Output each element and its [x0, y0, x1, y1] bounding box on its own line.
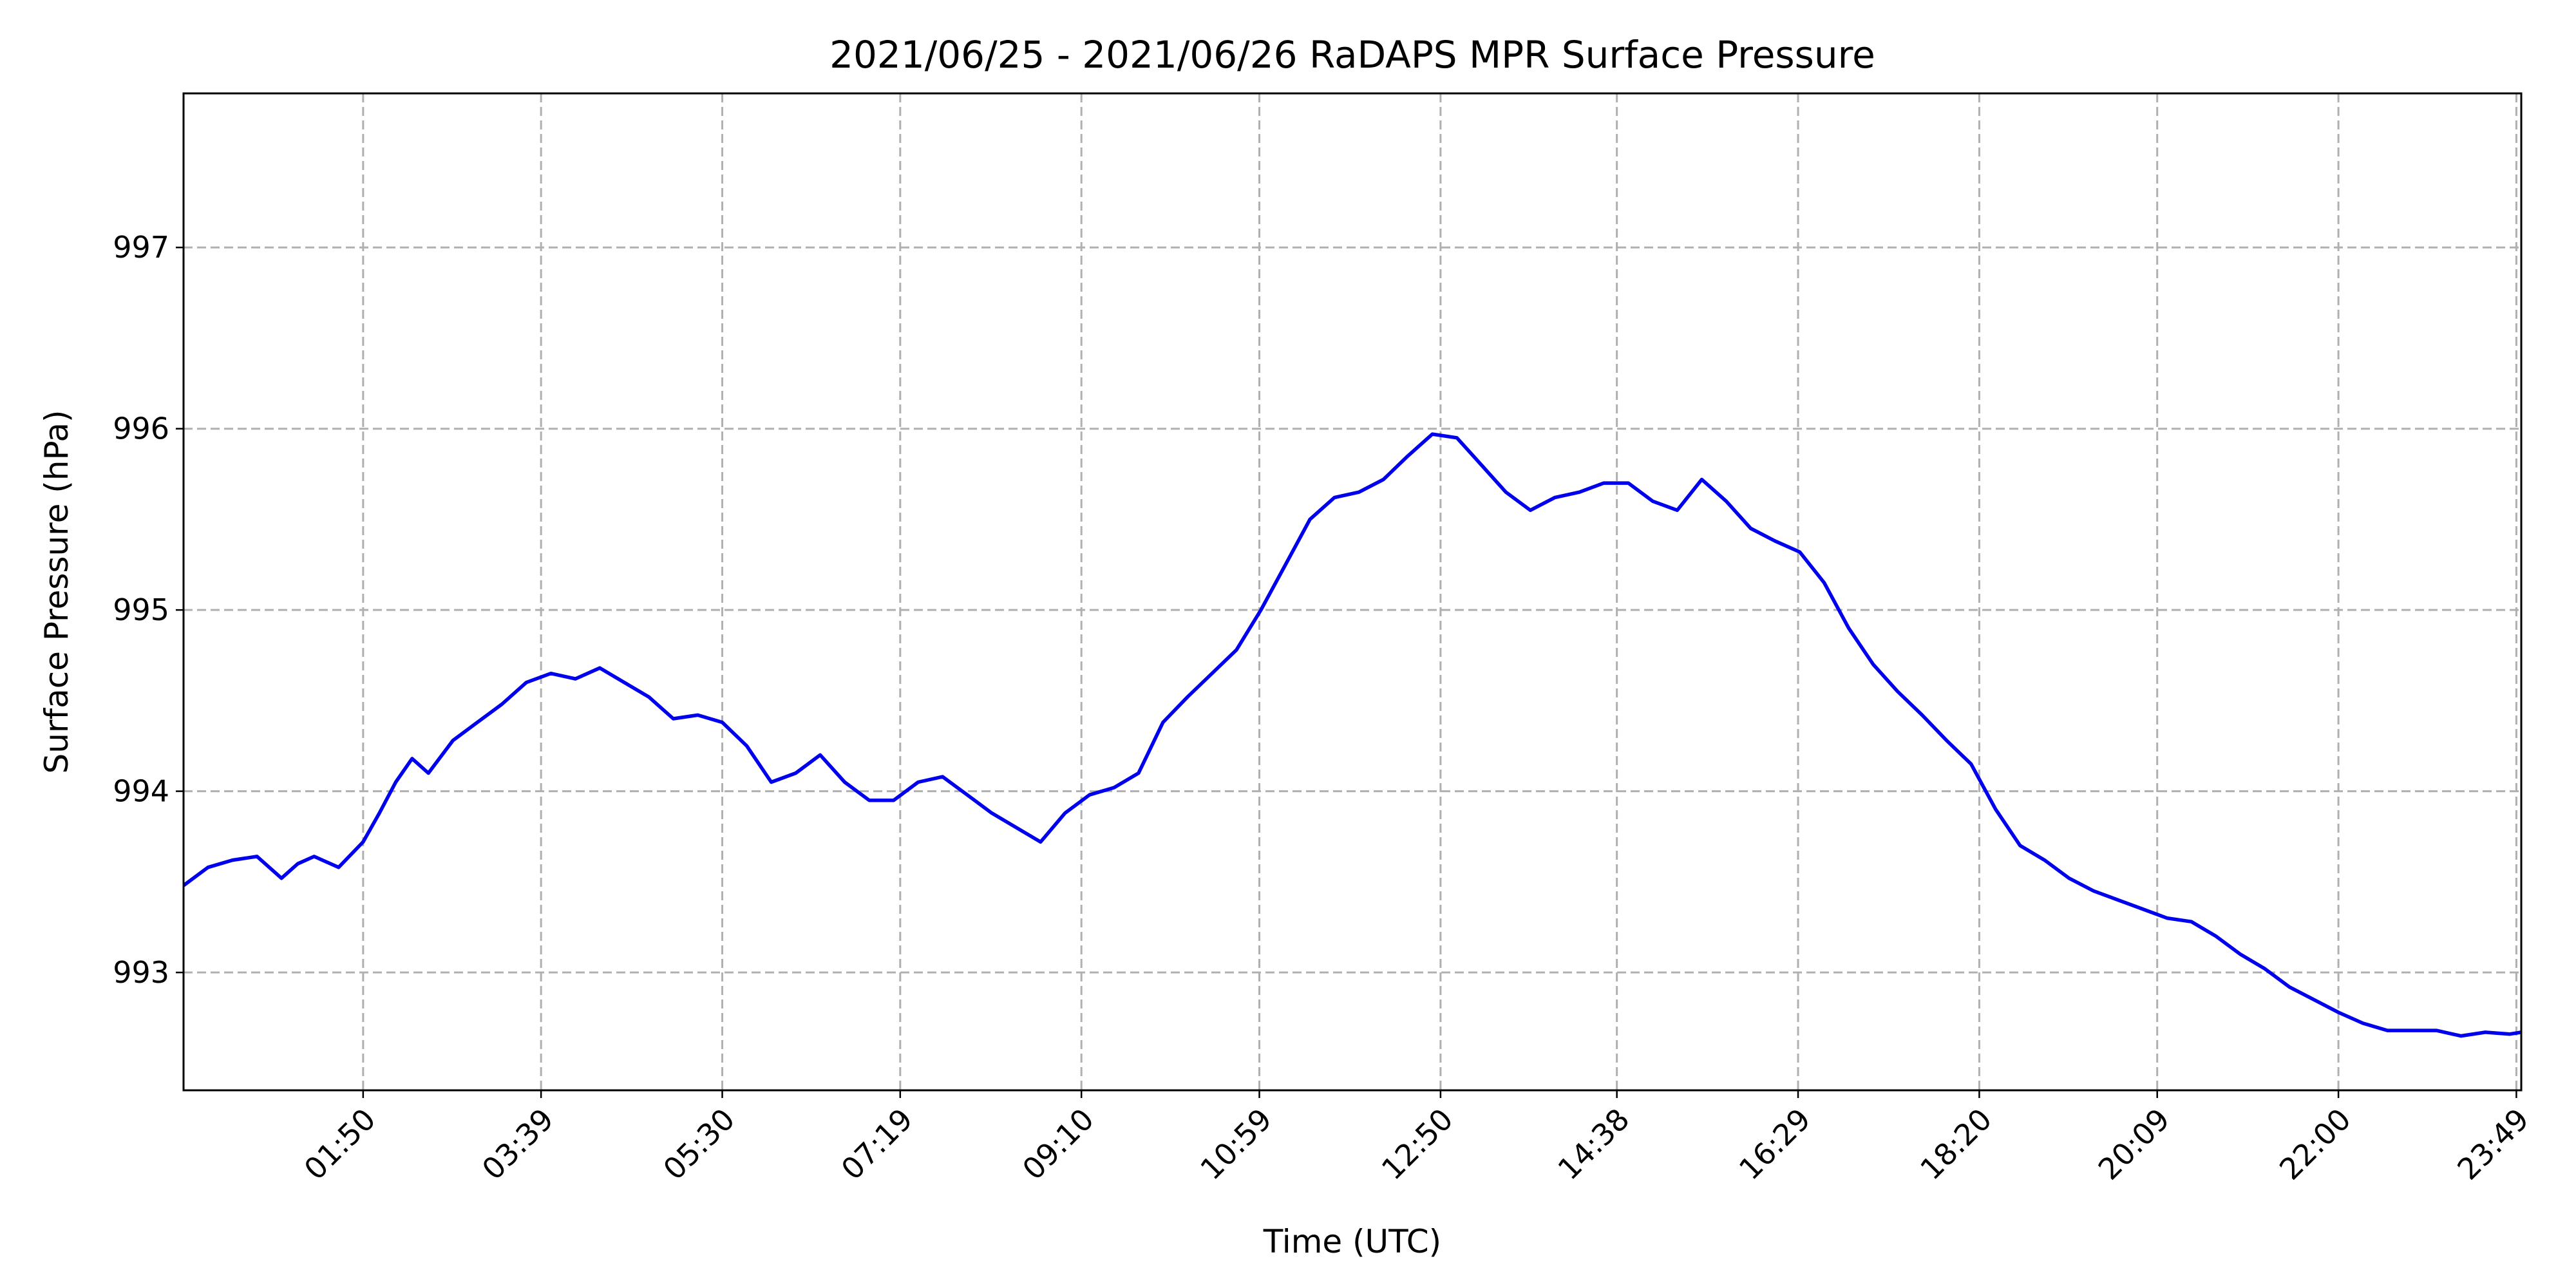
- series-layer: [182, 432, 2522, 1038]
- x-tick-label: 23:49: [2450, 1102, 2535, 1187]
- x-tick-label: 20:09: [2092, 1102, 2177, 1187]
- x-tick-label: 07:19: [835, 1102, 920, 1187]
- x-tick-label: 03:39: [475, 1102, 560, 1187]
- y-tick-label: 997: [113, 230, 169, 265]
- series-line: [182, 432, 2522, 1038]
- x-tick-label: 12:50: [1375, 1102, 1460, 1187]
- x-tick-label: 05:30: [656, 1102, 741, 1187]
- y-tick-label: 995: [113, 592, 169, 627]
- grid-layer: [184, 93, 2521, 1090]
- x-tick-label: 10:59: [1193, 1102, 1278, 1187]
- chart-title: 2021/06/25 - 2021/06/26 RaDAPS MPR Surfa…: [829, 33, 1875, 77]
- x-tick-label: 18:20: [1913, 1102, 1998, 1187]
- y-tick-label: 994: [113, 774, 169, 809]
- x-axis-label: Time (UTC): [1263, 1223, 1441, 1260]
- y-tick-label: 996: [113, 412, 169, 446]
- x-tick-label: 01:50: [298, 1102, 383, 1187]
- y-axis: 993 994 995 996 997: [113, 230, 184, 990]
- y-tick-label: 993: [113, 955, 169, 990]
- x-axis: 01:50 03:39 05:30 07:19 09:10 10:59 12:50 14:38…: [298, 1090, 2535, 1187]
- plot-frame: [182, 92, 2523, 1092]
- y-axis-label: Surface Pressure (hPa): [38, 410, 75, 773]
- x-tick-label: 22:00: [2273, 1102, 2358, 1187]
- x-tick-label: 09:10: [1016, 1102, 1101, 1187]
- x-tick-label: 14:38: [1551, 1102, 1636, 1187]
- x-tick-label: 16:29: [1732, 1102, 1817, 1187]
